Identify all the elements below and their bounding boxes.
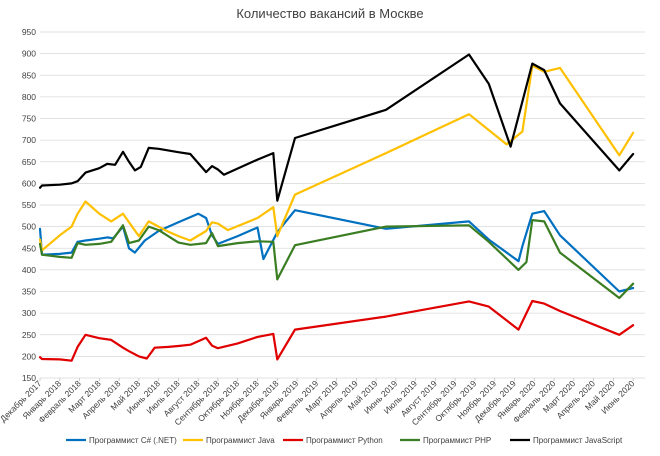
y-tick-label: 500 — [22, 222, 36, 232]
y-tick-label: 150 — [22, 373, 36, 383]
y-tick-label: 550 — [22, 200, 36, 210]
y-tick-label: 950 — [22, 27, 36, 37]
y-tick-label: 350 — [22, 287, 36, 297]
series-line-2 — [38, 64, 635, 252]
series-line-5 — [38, 53, 635, 202]
y-tick-label: 450 — [22, 243, 36, 253]
grid — [40, 31, 645, 379]
y-tick-label: 200 — [22, 351, 36, 361]
y-tick-label: 800 — [22, 92, 36, 102]
y-tick-label: 900 — [22, 49, 36, 59]
legend-label: Программист Java — [206, 436, 275, 445]
series-lines — [38, 53, 635, 362]
series-line-3 — [38, 299, 635, 362]
y-tick-label: 250 — [22, 330, 36, 340]
legend-label: Программист JavaScript — [533, 436, 623, 445]
legend-label: Программист C# (.NET) — [89, 436, 177, 445]
y-tick-label: 400 — [22, 265, 36, 275]
series-line-4 — [38, 219, 635, 300]
legend-entry: Программист PHP — [400, 436, 491, 445]
legend-entry: Программист JavaScript — [510, 436, 623, 445]
y-tick-label: 700 — [22, 135, 36, 145]
y-tick-label: 750 — [22, 114, 36, 124]
y-tick-label: 300 — [22, 308, 36, 318]
legend-label: Программист Python — [306, 436, 383, 445]
legend-entry: Программист Java — [183, 436, 275, 445]
chart-title: Количество вакансий в Москве — [236, 6, 423, 21]
y-axis: 150 200 250 300 350 400 450 500 550 600 650 700 750 8… — [22, 27, 36, 383]
legend: Программист C# (.NET) Программист Java Про… — [66, 436, 623, 445]
legend-label: Программист PHP — [423, 436, 491, 445]
y-tick-label: 850 — [22, 70, 36, 80]
legend-entry: Программист Python — [283, 436, 383, 445]
y-tick-label: 600 — [22, 178, 36, 188]
legend-entry: Программист C# (.NET) — [66, 436, 177, 445]
y-tick-label: 650 — [22, 157, 36, 167]
